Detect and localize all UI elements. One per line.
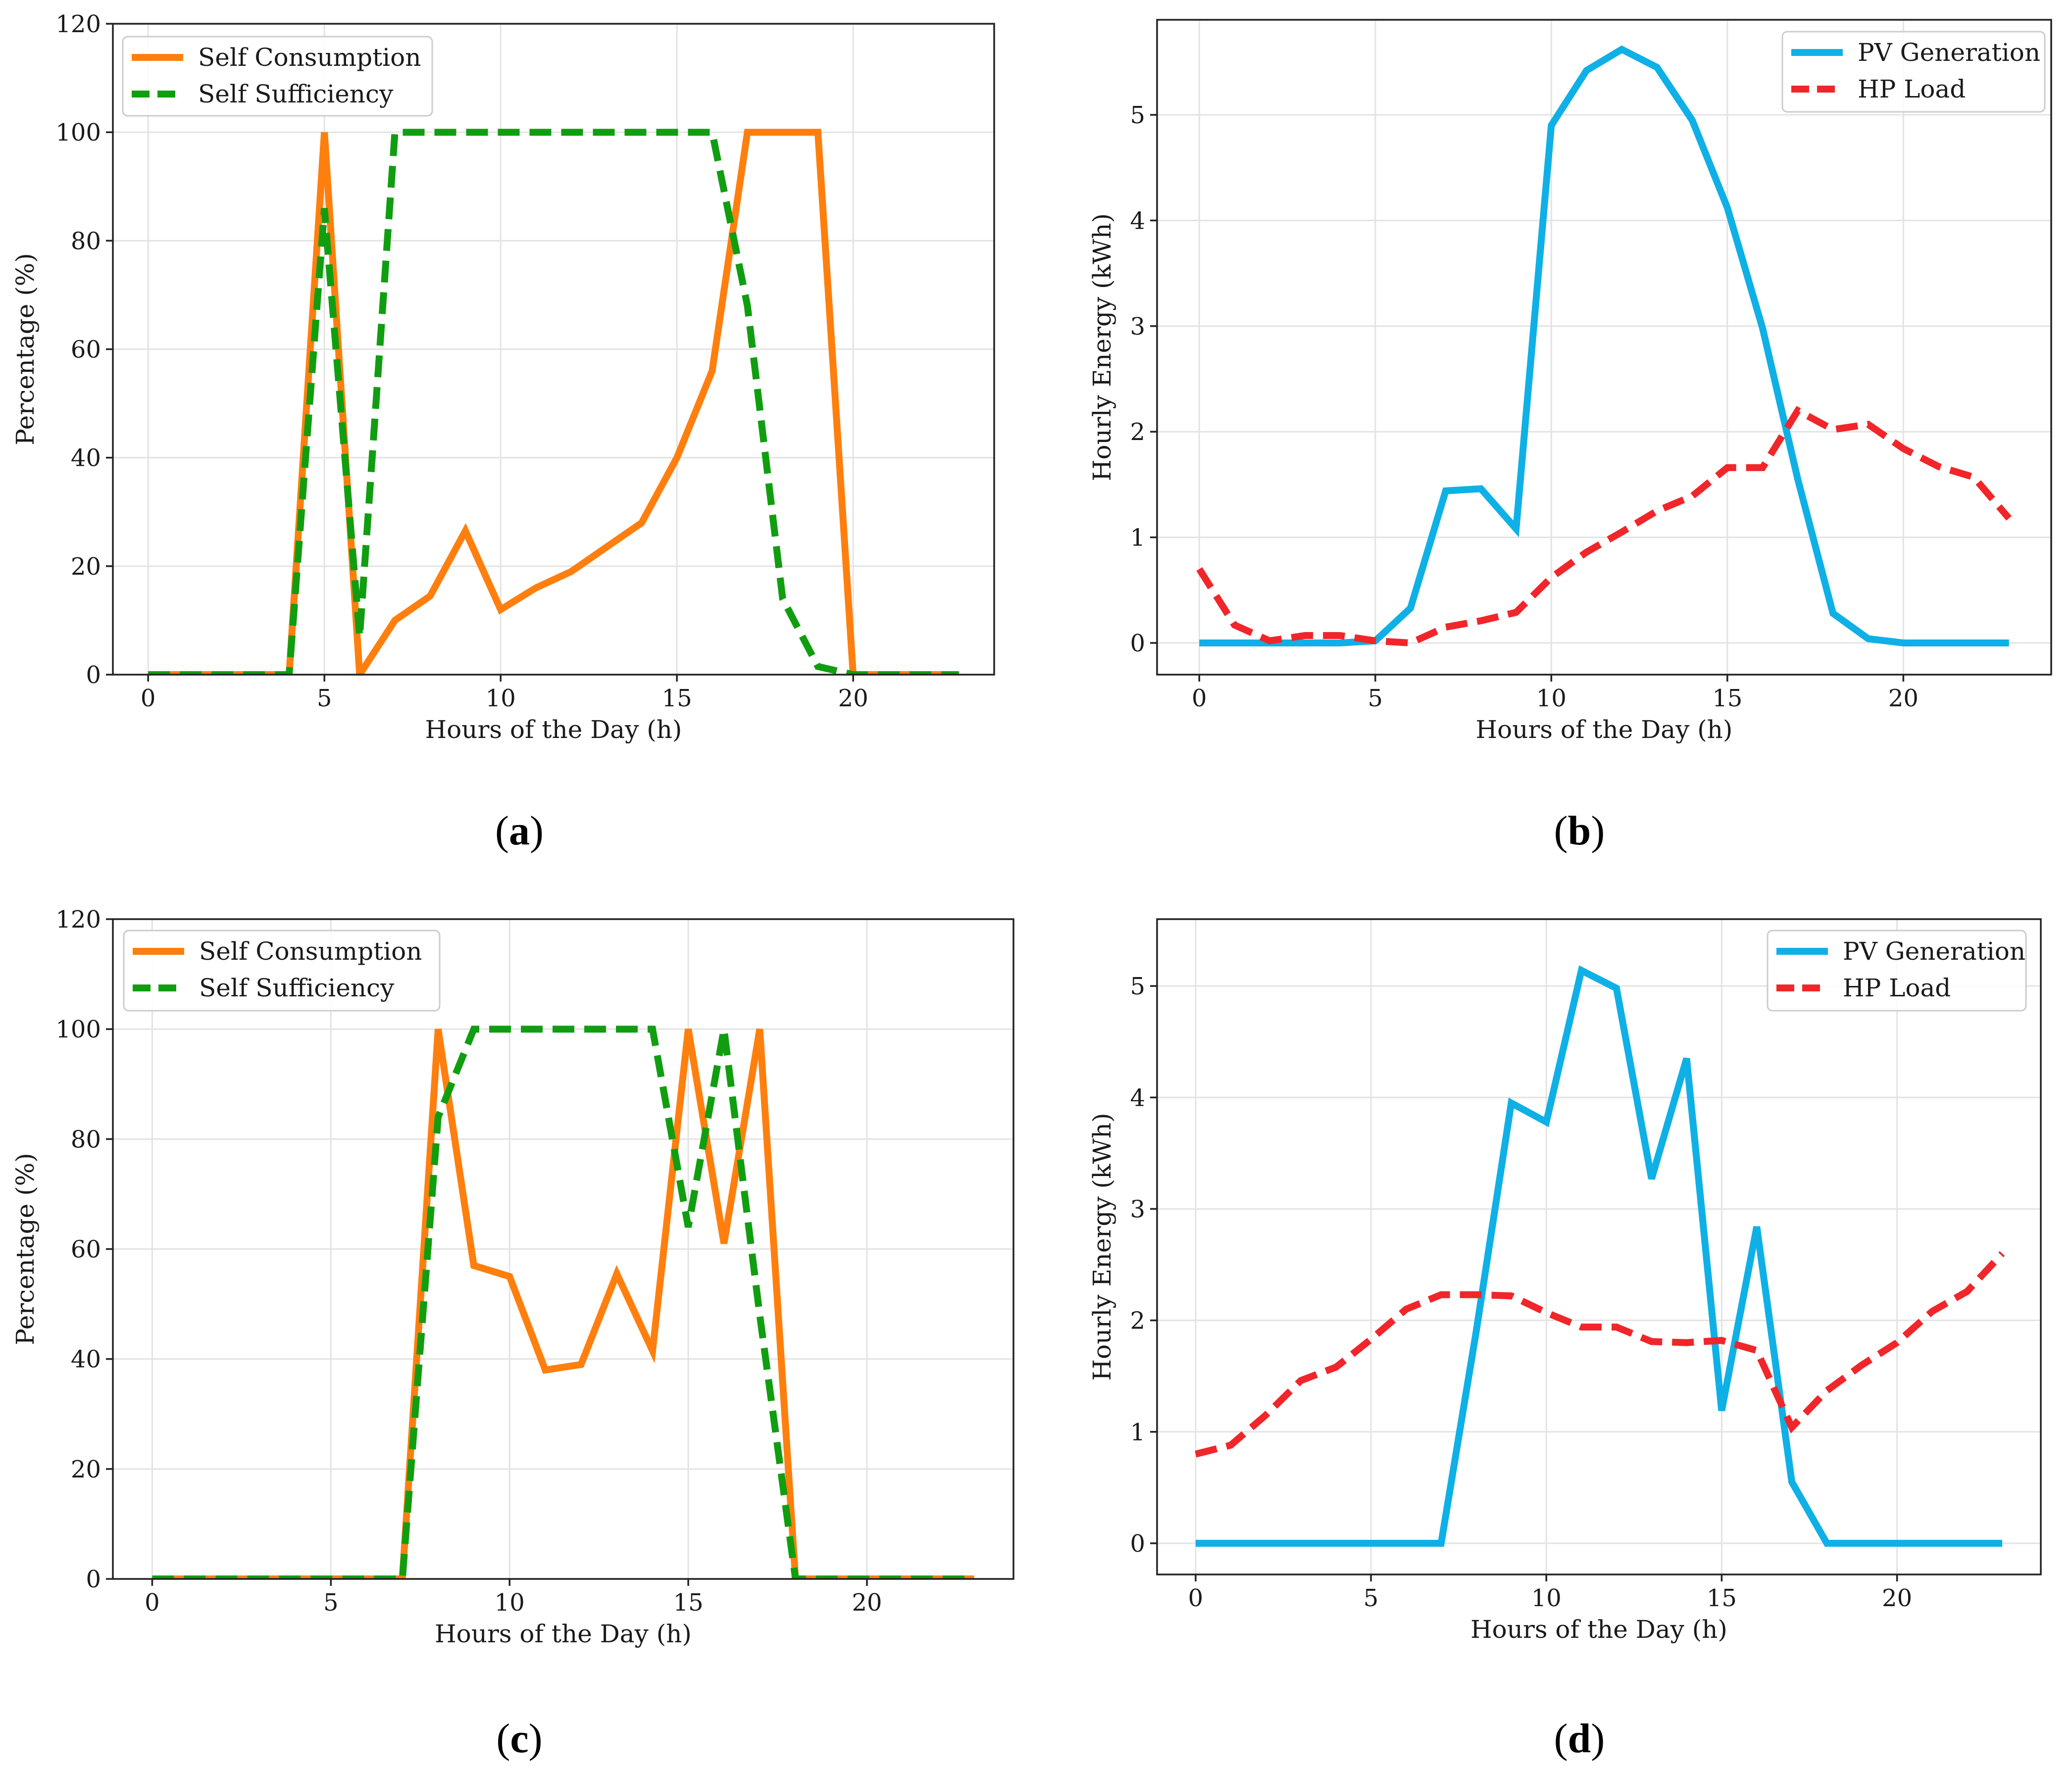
series-line-hp-load bbox=[1195, 1251, 2005, 1458]
x-axis-label: Hours of the Day (h) bbox=[1476, 715, 1733, 744]
x-tick-label: 0 bbox=[1192, 685, 1207, 712]
y-tick-label: 20 bbox=[71, 553, 101, 581]
x-tick-label: 5 bbox=[323, 1589, 339, 1617]
y-tick-label: 80 bbox=[71, 227, 101, 255]
y-tick-label: 1 bbox=[1130, 1419, 1145, 1446]
panel-a: 0 5 10 15 20 0 20 40 60 80 100 120 Hours of the Day … bbox=[11, 10, 995, 854]
y-tick-label: 5 bbox=[1130, 101, 1145, 129]
y-tick-label: 4 bbox=[1130, 1084, 1145, 1112]
y-tick-label: 40 bbox=[71, 1346, 101, 1374]
y-tick-label: 1 bbox=[1130, 524, 1145, 552]
legend: Self Consumption Self Sufficiency bbox=[123, 930, 441, 1012]
x-tick-label: 5 bbox=[317, 685, 332, 712]
x-tick-label: 10 bbox=[495, 1589, 525, 1617]
legend-label: Self Sufficiency bbox=[199, 974, 395, 1002]
y-tick-label: 100 bbox=[55, 1016, 101, 1043]
x-tick-label: 20 bbox=[838, 685, 868, 712]
y-tick-label: 4 bbox=[1130, 207, 1145, 235]
axes-frame bbox=[1156, 918, 2042, 1575]
x-axis-label: Hours of the Day (h) bbox=[435, 1620, 692, 1648]
x-tick-label: 20 bbox=[1888, 685, 1919, 712]
legend-label: Self Consumption bbox=[198, 43, 421, 72]
legend-label: PV Generation bbox=[1843, 937, 2025, 966]
legend-label: HP Load bbox=[1843, 974, 1951, 1002]
legend-label: Self Consumption bbox=[199, 937, 422, 966]
y-tick-label: 0 bbox=[1130, 1530, 1145, 1558]
x-tick-label: 20 bbox=[1882, 1584, 1912, 1612]
legend-label: PV Generation bbox=[1858, 38, 2040, 67]
series-line-self-sufficiency bbox=[148, 129, 959, 675]
legend: Self Consumption Self Sufficiency bbox=[122, 36, 433, 117]
legend-label: Self Sufficiency bbox=[198, 80, 394, 108]
y-tick-label: 120 bbox=[55, 906, 101, 934]
y-tick-label: 2 bbox=[1130, 418, 1145, 446]
x-tick-label: 10 bbox=[1536, 685, 1567, 712]
y-tick-label: 3 bbox=[1130, 1195, 1145, 1223]
panel-caption: (b) bbox=[1554, 808, 1605, 854]
series-line-self-sufficiency bbox=[152, 1026, 974, 1579]
x-axis-label: Hours of the Day (h) bbox=[425, 715, 682, 744]
y-tick-label: 2 bbox=[1130, 1307, 1145, 1335]
y-tick-label: 0 bbox=[86, 1566, 101, 1593]
legend-label: HP Load bbox=[1858, 75, 1966, 103]
y-axis-label: Hourly Energy (kWh) bbox=[1088, 213, 1116, 481]
y-tick-label: 60 bbox=[71, 336, 101, 364]
y-axis-label: Percentage (%) bbox=[11, 253, 40, 445]
x-tick-label: 10 bbox=[486, 685, 516, 712]
y-tick-label: 5 bbox=[1130, 973, 1145, 1000]
y-tick-label: 0 bbox=[1130, 630, 1145, 657]
axes-frame bbox=[1156, 19, 2052, 676]
x-tick-label: 0 bbox=[141, 685, 156, 712]
panel-caption: (a) bbox=[495, 808, 544, 854]
x-tick-label: 15 bbox=[673, 1589, 704, 1617]
legend: PV Generation HP Load bbox=[1767, 930, 2027, 1012]
x-tick-label: 5 bbox=[1364, 1584, 1379, 1612]
series-line-hp-load bbox=[1196, 406, 2012, 647]
y-tick-label: 0 bbox=[86, 661, 101, 689]
panel-caption: (d) bbox=[1554, 1716, 1605, 1762]
legend-box bbox=[1767, 930, 2027, 1012]
x-tick-label: 10 bbox=[1531, 1584, 1562, 1612]
x-tick-label: 15 bbox=[1707, 1584, 1737, 1612]
y-tick-label: 40 bbox=[71, 444, 101, 472]
y-axis-label: Hourly Energy (kWh) bbox=[1088, 1113, 1116, 1380]
panel-b: 0 5 10 15 20 0 1 2 3 4 5 Hours of the Day (h) Hourly… bbox=[1088, 19, 2052, 854]
panel-d: 0 5 10 15 20 0 1 2 3 4 5 Hours of the Day (h) Hourly… bbox=[1088, 918, 2042, 1762]
series-line-pv-generation bbox=[1199, 45, 2009, 646]
legend-box bbox=[122, 36, 433, 117]
legend-box bbox=[123, 930, 441, 1012]
x-tick-label: 5 bbox=[1368, 685, 1383, 712]
x-tick-label: 0 bbox=[1188, 1584, 1204, 1612]
y-axis-label: Percentage (%) bbox=[11, 1153, 40, 1345]
y-tick-label: 3 bbox=[1130, 313, 1145, 341]
panel-caption: (c) bbox=[496, 1716, 542, 1762]
x-tick-label: 15 bbox=[1712, 685, 1742, 712]
y-tick-label: 100 bbox=[55, 119, 101, 147]
series-line-self-consumption bbox=[152, 1029, 974, 1579]
y-tick-label: 60 bbox=[71, 1236, 101, 1264]
panel-c: 0 5 10 15 20 0 20 40 60 80 100 120 Hours of the Day … bbox=[11, 906, 1014, 1762]
series-line-pv-generation bbox=[1195, 965, 2003, 1547]
series-line-self-consumption bbox=[148, 129, 959, 675]
legend: PV Generation HP Load bbox=[1781, 31, 2046, 113]
y-tick-label: 80 bbox=[71, 1126, 101, 1153]
legend-box bbox=[1781, 31, 2046, 113]
x-axis-label: Hours of the Day (h) bbox=[1470, 1615, 1727, 1644]
x-tick-label: 15 bbox=[662, 685, 692, 712]
y-tick-label: 20 bbox=[71, 1456, 101, 1483]
x-tick-label: 0 bbox=[145, 1589, 160, 1617]
y-tick-label: 120 bbox=[55, 10, 101, 38]
x-tick-label: 20 bbox=[852, 1589, 882, 1617]
